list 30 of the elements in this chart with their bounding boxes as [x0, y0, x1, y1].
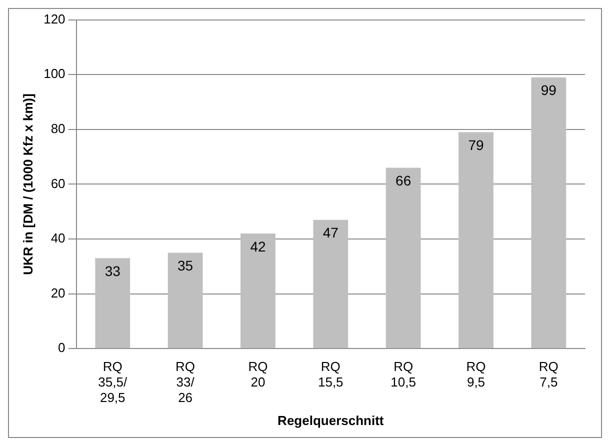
data-label: 35 — [178, 258, 194, 274]
bar — [95, 258, 130, 348]
data-label: 33 — [104, 263, 121, 280]
data-label: 99 — [540, 82, 557, 98]
y-tick-label: 100 — [44, 66, 66, 82]
data-label: 66 — [396, 172, 412, 189]
bar — [458, 132, 494, 348]
data-label: 47 — [322, 224, 339, 241]
data-label: 42 — [250, 238, 266, 254]
bar — [386, 168, 421, 348]
x-axis-title: Regelquerschnitt — [278, 412, 384, 428]
y-tick-label: 0 — [58, 340, 66, 356]
bar — [168, 252, 203, 348]
x-tick-label: RQ 9,5 — [466, 358, 486, 390]
x-tick-label: RQ 10,5 — [390, 358, 416, 390]
x-tick-label: RQ 33/ 26 — [176, 358, 196, 406]
x-tick-label: RQ 20 — [248, 358, 268, 390]
x-tick-label: RQ 15,5 — [318, 358, 344, 390]
y-tick-label: 80 — [50, 120, 66, 136]
y-tick-label: 120 — [44, 11, 66, 26]
x-tick-label: RQ 7,5 — [538, 358, 558, 390]
y-tick-label: 20 — [50, 285, 66, 300]
bar — [240, 234, 276, 348]
data-label: 79 — [468, 137, 484, 153]
bar — [313, 220, 348, 348]
y-axis-title: UKR in [DM / (1000 Kfz x km)] — [20, 94, 36, 275]
x-tick-label: RQ 35,5/ 29,5 — [98, 358, 128, 406]
y-tick-label: 60 — [50, 176, 66, 191]
bar — [531, 77, 566, 348]
y-tick-label: 40 — [50, 230, 66, 246]
